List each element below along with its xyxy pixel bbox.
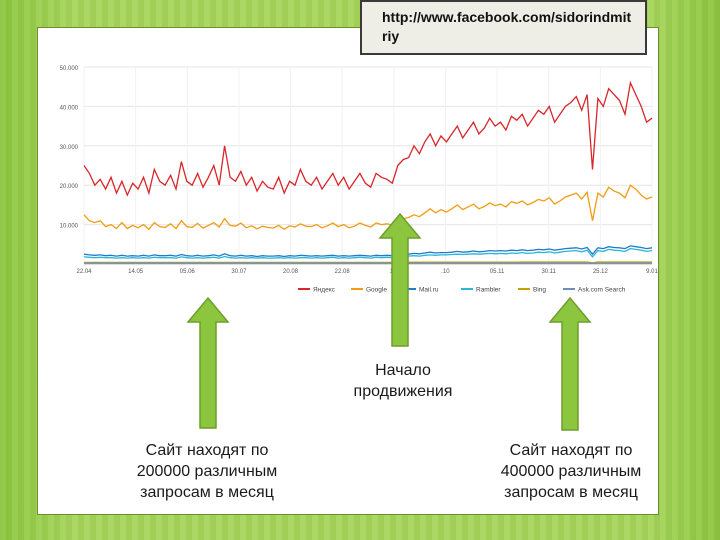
x-tick-label: 05.06 xyxy=(180,269,196,275)
x-tick-label: 20.08 xyxy=(283,269,299,275)
source-url[interactable]: http://www.facebook.com/sidorindmit riy xyxy=(360,0,647,55)
x-tick-label: 30.11 xyxy=(541,269,556,275)
x-tick-label: 05.11 xyxy=(490,269,505,275)
x-tick-label: 25.12 xyxy=(593,269,609,275)
y-tick-label: 50.000 xyxy=(60,66,79,72)
legend-label: Bing xyxy=(533,287,546,294)
series-line xyxy=(83,245,653,258)
up-arrow-icon-left xyxy=(186,296,230,429)
series-line xyxy=(83,184,653,231)
legend-label: Mail.ru xyxy=(419,287,439,294)
left-caption: Сайт находят по 200000 различным запроса… xyxy=(136,442,278,501)
legend-label: Яндекс xyxy=(313,287,336,294)
x-tick-label: 14.05 xyxy=(128,269,144,275)
x-tick-label: 9.01 xyxy=(646,269,658,275)
x-tick-label: 22.04 xyxy=(76,269,92,275)
legend-label: Google xyxy=(366,287,387,294)
series-line xyxy=(83,247,653,259)
center-caption: Начало продвижения xyxy=(353,362,453,400)
y-tick-label: 20.000 xyxy=(60,184,79,190)
slide-panel xyxy=(37,27,659,515)
x-tick-label: 30.07 xyxy=(231,269,247,275)
up-arrow-icon-center xyxy=(378,212,422,347)
x-tick-label: 22.08 xyxy=(335,269,351,275)
y-tick-label: 10.000 xyxy=(60,224,79,230)
right-caption: Сайт находят по 400000 различным запроса… xyxy=(500,442,642,501)
legend-label: Ask.com Search xyxy=(578,287,626,294)
series-line xyxy=(83,80,653,197)
series-line xyxy=(84,261,652,264)
x-tick-label: .10 xyxy=(441,269,450,275)
y-tick-label: 30.000 xyxy=(60,145,79,151)
y-tick-label: 40.000 xyxy=(60,105,79,111)
up-arrow-icon-right xyxy=(548,296,592,431)
legend-label: Rambler xyxy=(476,287,501,294)
